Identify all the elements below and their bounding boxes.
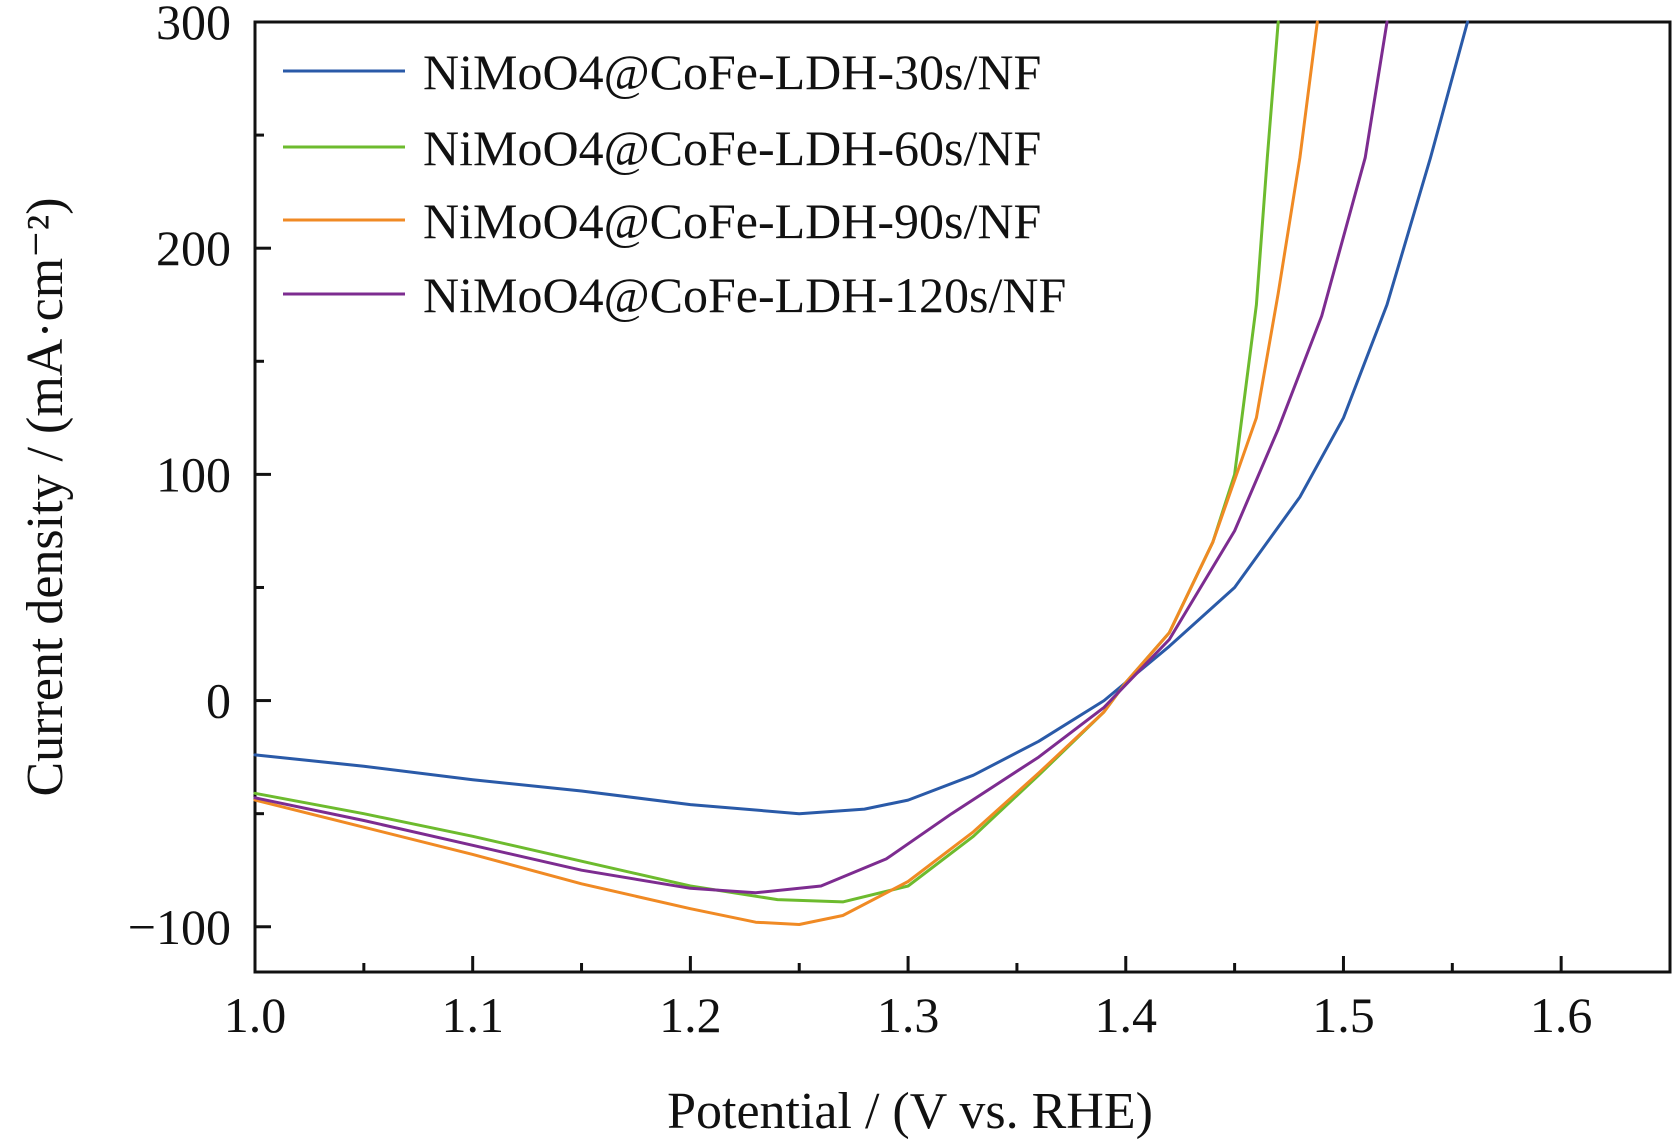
y-axis: −100 0 100 200 300 — [128, 0, 271, 955]
series-line-3 — [253, 20, 1319, 926]
x-tick-label: 1.2 — [659, 987, 722, 1043]
x-tick-label: 1.5 — [1312, 987, 1375, 1043]
y-axis-title: Current density / (mA·cm⁻²) — [17, 197, 74, 796]
x-tick-label: 1.4 — [1095, 987, 1158, 1043]
series-line-2 — [253, 20, 1280, 904]
legend-label-4: NiMoO4@CoFe-LDH-120s/NF — [423, 267, 1066, 323]
y-tick-label: −100 — [128, 899, 231, 955]
x-axis: 1.0 1.1 1.2 1.3 1.4 1.5 1.6 — [224, 956, 1593, 1043]
x-tick-label: 1.1 — [441, 987, 504, 1043]
y-tick-label: 0 — [206, 673, 231, 729]
x-axis-title: Potential / (V vs. RHE) — [667, 1083, 1153, 1140]
legend-label-2: NiMoO4@CoFe-LDH-60s/NF — [423, 120, 1041, 176]
legend: NiMoO4@CoFe-LDH-30s/NF NiMoO4@CoFe-LDH-60… — [283, 44, 1066, 323]
legend-label-1: NiMoO4@CoFe-LDH-30s/NF — [423, 44, 1041, 100]
x-tick-label: 1.0 — [224, 987, 287, 1043]
series-line-1 — [253, 20, 1469, 816]
plot-frame — [253, 20, 1672, 974]
y-tick-label: 100 — [156, 446, 231, 502]
y-tick-label: 200 — [156, 220, 231, 276]
x-tick-label: 1.6 — [1530, 987, 1593, 1043]
y-tick-label: 300 — [156, 0, 231, 50]
series-layer — [253, 20, 1469, 926]
series-line-4 — [253, 20, 1389, 895]
x-tick-label: 1.3 — [877, 987, 940, 1043]
legend-label-3: NiMoO4@CoFe-LDH-90s/NF — [423, 193, 1041, 249]
